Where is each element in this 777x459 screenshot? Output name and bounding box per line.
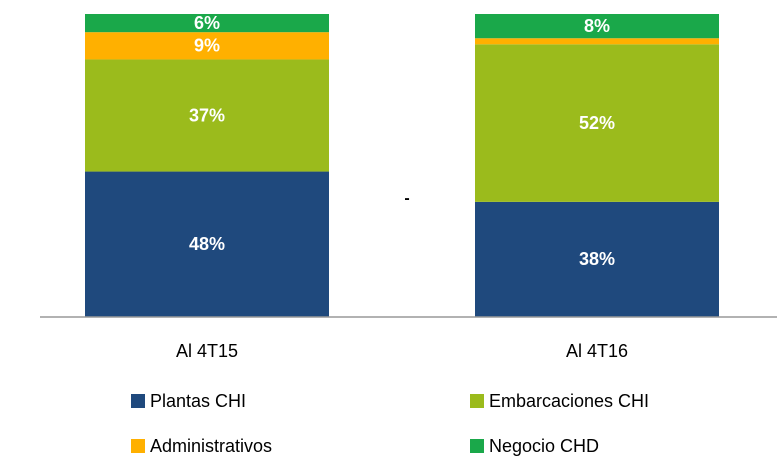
data-label: 48% bbox=[189, 234, 225, 254]
data-label: 52% bbox=[579, 113, 615, 133]
data-label: 8% bbox=[584, 16, 610, 36]
bar-segment bbox=[475, 201, 719, 317]
data-label: 37% bbox=[189, 105, 225, 125]
legend-label: Embarcaciones CHI bbox=[489, 391, 649, 411]
legend-swatch bbox=[470, 394, 484, 408]
x-tick-label: Al 4T15 bbox=[176, 341, 238, 361]
bar-segment bbox=[85, 14, 329, 33]
x-tick-label: Al 4T16 bbox=[566, 341, 628, 361]
bar-segment bbox=[85, 171, 329, 317]
legend-swatch bbox=[131, 439, 145, 453]
data-label: 38% bbox=[579, 249, 615, 269]
legend-label: Negocio CHD bbox=[489, 436, 599, 456]
legend-swatch bbox=[131, 394, 145, 408]
bar-segment bbox=[85, 59, 329, 172]
bar-segment bbox=[85, 32, 329, 60]
legend-label: Plantas CHI bbox=[150, 391, 246, 411]
bar-segment bbox=[475, 44, 719, 202]
bar-segment bbox=[475, 14, 719, 39]
data-label: 6% bbox=[194, 13, 220, 33]
legend-label: Administrativos bbox=[150, 436, 272, 456]
data-label: 9% bbox=[194, 36, 220, 56]
legend-swatch bbox=[470, 439, 484, 453]
bar-segment bbox=[475, 38, 719, 45]
annotation: - bbox=[404, 190, 409, 207]
